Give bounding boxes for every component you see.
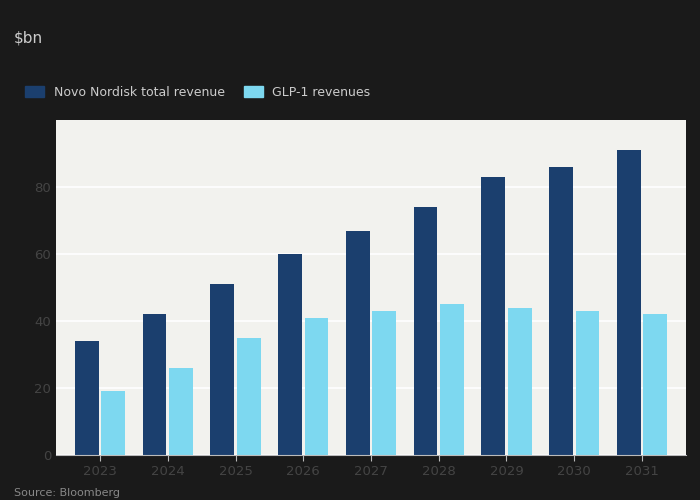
Bar <box>75 341 99 455</box>
Legend: Novo Nordisk total revenue, GLP-1 revenues: Novo Nordisk total revenue, GLP-1 revenu… <box>20 80 376 104</box>
Text: $bn: $bn <box>14 31 43 46</box>
Text: Source: Bloomberg: Source: Bloomberg <box>14 488 120 498</box>
Bar <box>237 338 260 455</box>
Bar <box>278 254 302 455</box>
Bar <box>617 150 641 455</box>
Bar <box>143 314 167 455</box>
Bar <box>372 311 396 455</box>
Bar <box>508 308 531 455</box>
Bar <box>643 314 667 455</box>
Bar <box>304 318 328 455</box>
Bar <box>550 167 573 455</box>
Bar <box>346 230 370 455</box>
Bar <box>575 311 599 455</box>
Bar <box>414 207 438 455</box>
Bar <box>102 392 125 455</box>
Bar <box>440 304 464 455</box>
Bar <box>211 284 234 455</box>
Bar <box>482 177 505 455</box>
Bar <box>169 368 193 455</box>
